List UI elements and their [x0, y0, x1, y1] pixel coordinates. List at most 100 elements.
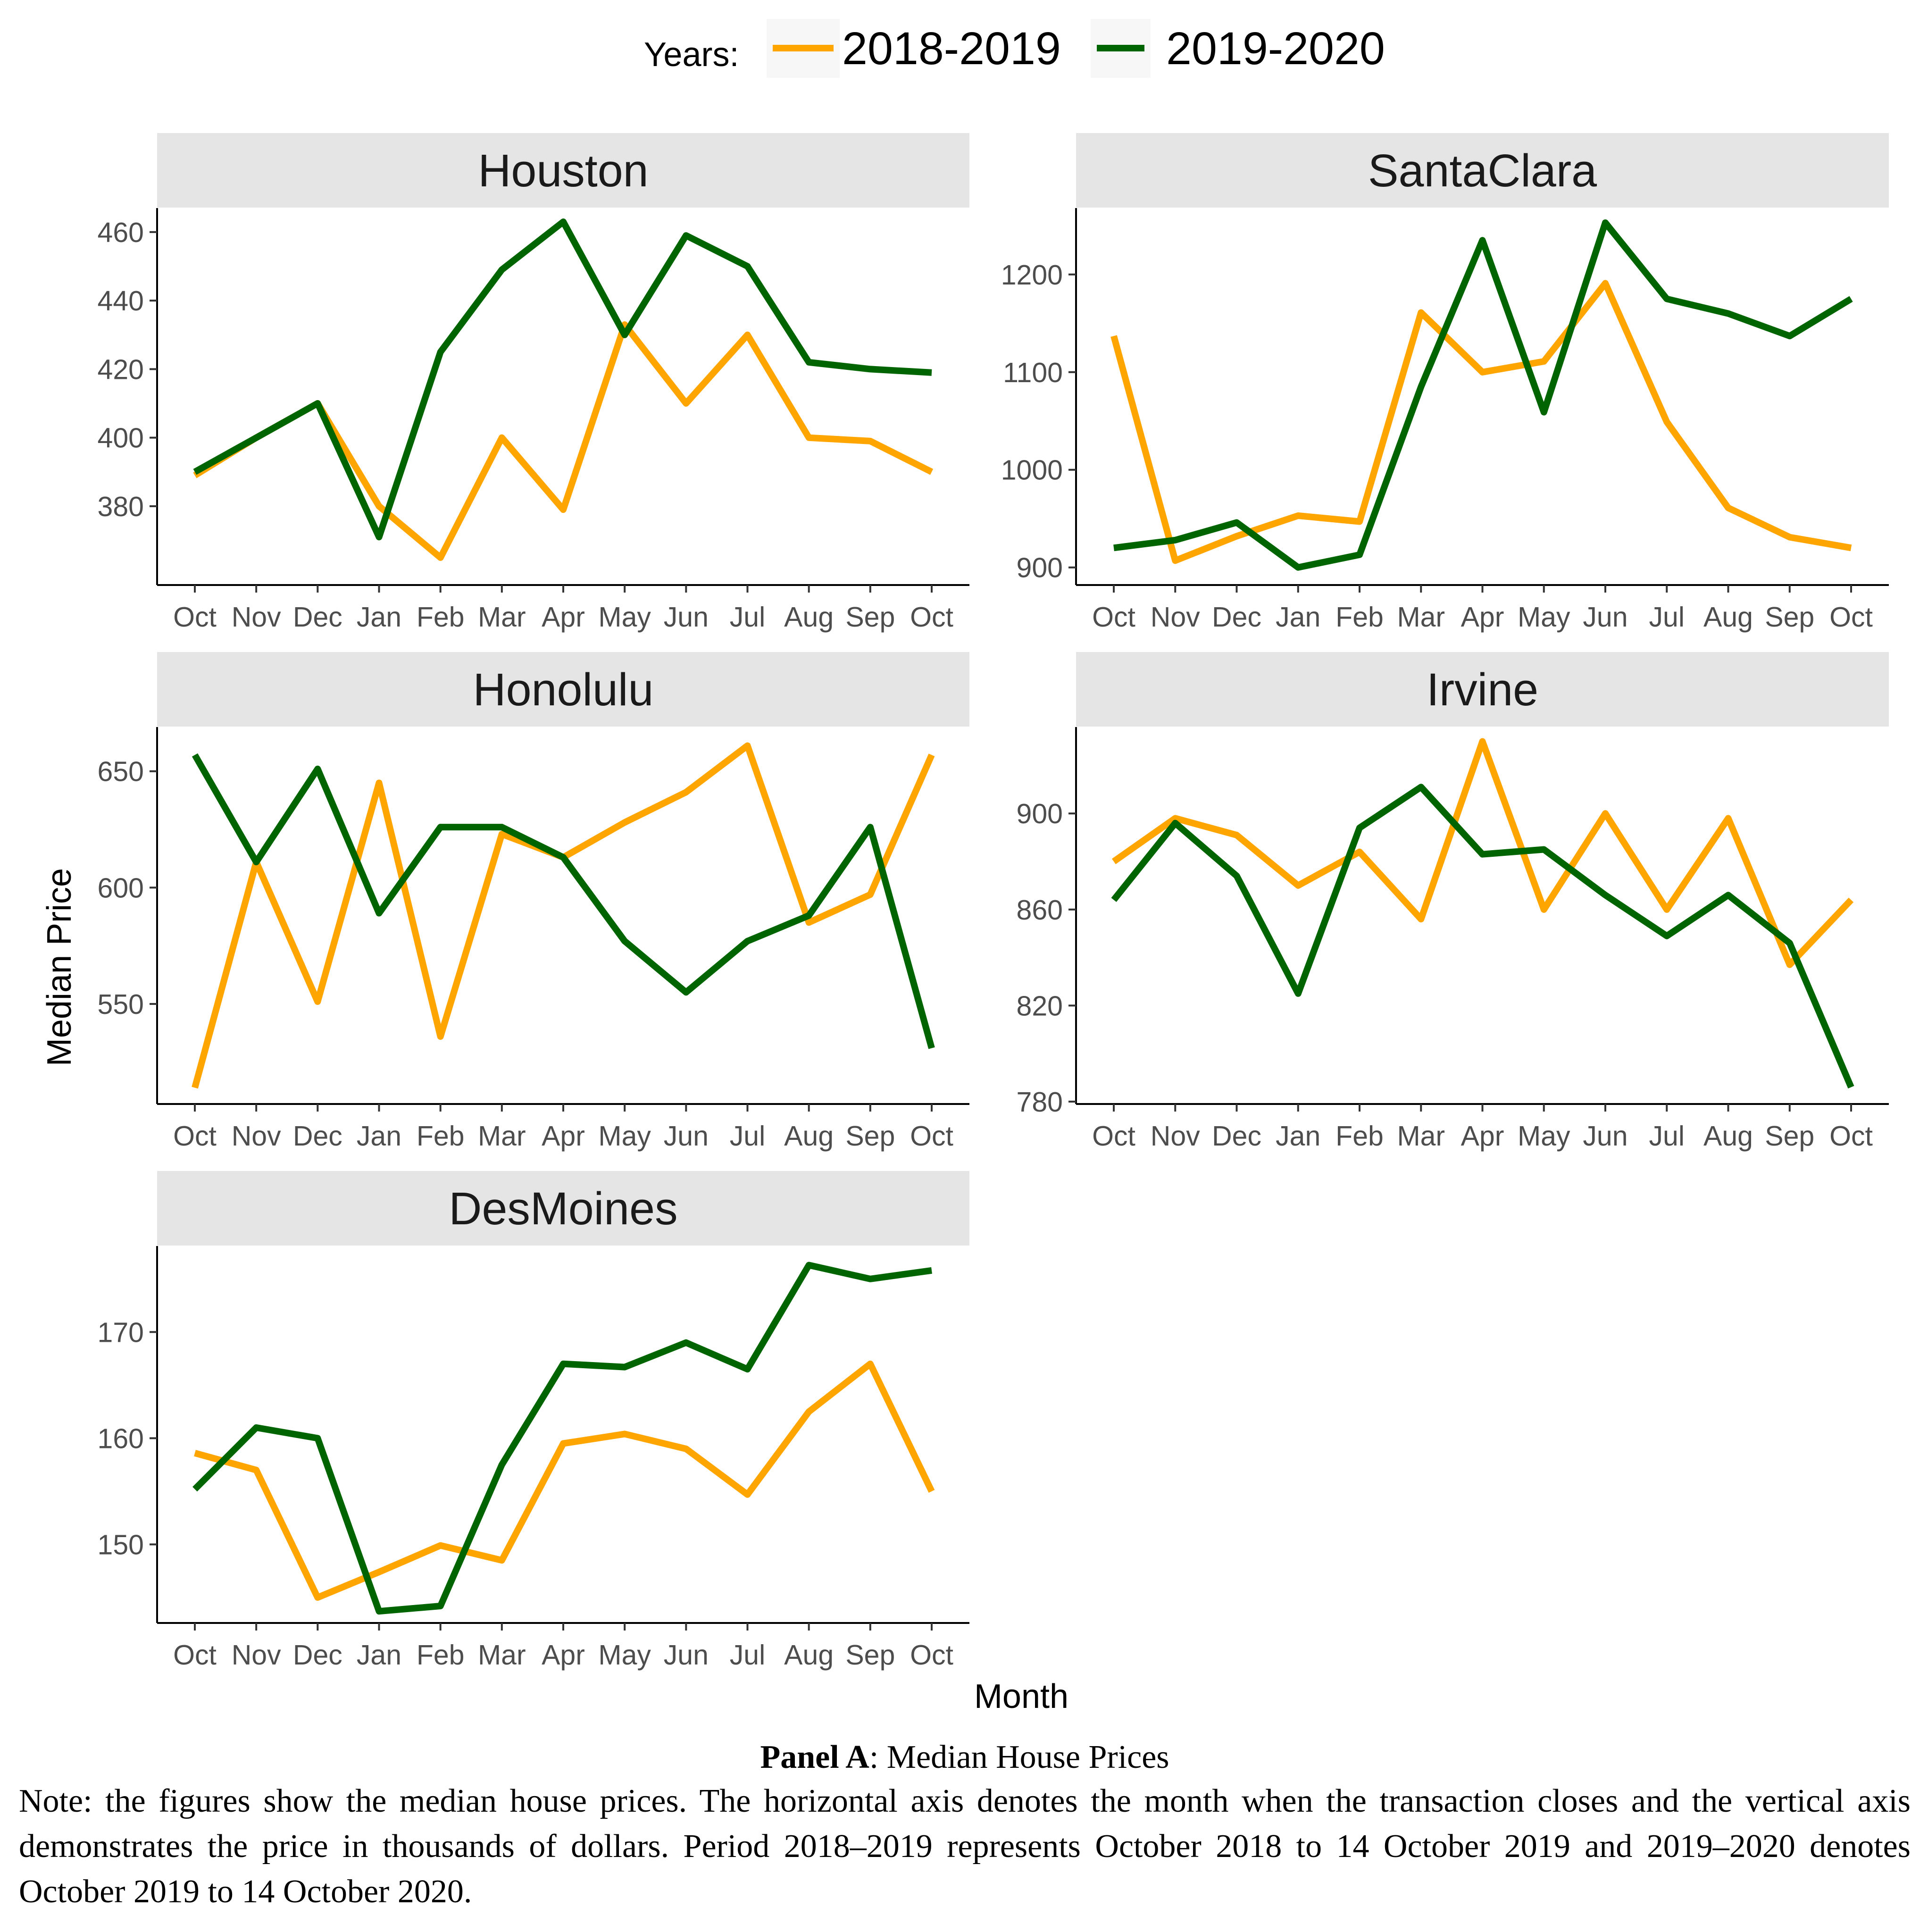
caption-title-text: : Median House Prices: [869, 1739, 1169, 1775]
x-tick-label-irvine: Jun: [1583, 1121, 1628, 1152]
series-line-honolulu-2019-2020: [192, 753, 935, 1049]
series-line-irvine-2019-2020: [1111, 784, 1854, 1089]
x-tick-label-irvine: Aug: [1703, 1121, 1753, 1152]
x-tick-label-houston: Dec: [293, 602, 342, 633]
x-tick-label-honolulu: Dec: [293, 1121, 342, 1152]
x-tick-label-honolulu: Apr: [542, 1121, 585, 1152]
y-tick-label-desmoines: 150: [98, 1529, 144, 1560]
series-line-desmoines-2019-2020: [192, 1262, 932, 1615]
x-tick-label-houston: Jan: [357, 602, 401, 633]
x-tick-label-houston: Mar: [478, 602, 526, 633]
x-tick-label-irvine: May: [1518, 1121, 1570, 1152]
series-line-houston-2019-2020: [193, 218, 932, 541]
y-tick-label-irvine: 900: [1017, 798, 1063, 829]
x-tick-label-santaclara: Feb: [1335, 602, 1384, 633]
x-tick-label-honolulu: Oct: [910, 1121, 953, 1152]
x-tick-label-irvine: Jul: [1649, 1121, 1685, 1152]
x-tick-label-honolulu: Feb: [417, 1121, 465, 1152]
legend: Years: 2018-2019 2019-2020: [644, 19, 1385, 78]
x-tick-label-houston: Jul: [730, 602, 765, 633]
x-tick-label-irvine: Jan: [1276, 1121, 1320, 1152]
caption-note: Note: the figures show the median house …: [19, 1783, 1911, 1910]
y-tick-label-irvine: 860: [1017, 895, 1063, 926]
strip-title-houston: Houston: [478, 145, 648, 196]
strip-santaclara: [1076, 133, 1889, 208]
x-tick-label-houston: Nov: [232, 602, 281, 633]
strip-title-desmoines: DesMoines: [449, 1183, 677, 1234]
x-tick-label-desmoines: Oct: [910, 1639, 953, 1671]
y-axis-title: Median Price: [41, 868, 78, 1066]
panel-santaclara: SantaClara 900 1000 1100 1200 Oct Nov Dec Jan Feb…: [1001, 133, 1889, 633]
legend-label-2019-2020: 2019-2020: [1166, 23, 1385, 74]
strip-title-irvine: Irvine: [1427, 664, 1538, 715]
x-tick-label-houston: Jun: [664, 602, 709, 633]
x-tick-label-irvine: Mar: [1397, 1121, 1445, 1152]
x-tick-label-santaclara: Mar: [1397, 602, 1445, 633]
y-tick-label-irvine: 820: [1017, 990, 1063, 1021]
x-tick-label-santaclara: Jul: [1649, 602, 1685, 633]
panel-honolulu: Honolulu 550 600 650 Oct Nov Dec Jan Feb Mar Apr Ma…: [98, 652, 969, 1152]
strip-title-honolulu: Honolulu: [473, 664, 654, 715]
y-tick-label-santaclara: 900: [1017, 552, 1063, 584]
x-tick-label-irvine: Dec: [1212, 1121, 1261, 1152]
legend-label-2018-2019: 2018-2019: [842, 23, 1061, 74]
x-tick-label-desmoines: Dec: [293, 1639, 342, 1671]
x-tick-label-irvine: Oct: [1829, 1121, 1873, 1152]
series-line-irvine-2018-2019: [1111, 738, 1854, 968]
y-tick-label-houston: 400: [98, 423, 144, 454]
x-tick-label-santaclara: May: [1518, 602, 1570, 633]
x-tick-label-houston: Aug: [784, 602, 834, 633]
x-tick-label-santaclara: Jun: [1583, 602, 1628, 633]
x-tick-label-santaclara: Oct: [1829, 602, 1873, 633]
y-tick-label-honolulu: 600: [98, 872, 144, 903]
x-tick-label-desmoines: Apr: [542, 1639, 585, 1671]
panels: Houston 380 400 420 440 460 Oct Nov Dec Jan Feb Mar…: [98, 133, 1889, 1671]
series-line-desmoines-2018-2019: [194, 1360, 935, 1601]
x-tick-label-honolulu: Aug: [784, 1121, 834, 1152]
series-line-honolulu-2018-2019: [192, 742, 935, 1089]
x-tick-label-desmoines: Jul: [730, 1639, 765, 1671]
x-tick-label-santaclara: Nov: [1151, 602, 1200, 633]
series-line-houston-2018-2019: [193, 321, 934, 561]
y-tick-label-houston: 380: [98, 491, 144, 522]
x-tick-label-santaclara: Sep: [1765, 602, 1814, 633]
panel-desmoines: DesMoines 150 160 170 Oct Nov Dec Jan Feb Mar Apr M…: [98, 1171, 969, 1671]
y-tick-label-desmoines: 170: [98, 1317, 144, 1348]
x-tick-label-houston: Oct: [173, 602, 217, 633]
x-tick-label-honolulu: Mar: [478, 1121, 526, 1152]
caption-title: Panel A: Median House Prices: [19, 1736, 1911, 1779]
x-tick-label-irvine: Feb: [1335, 1121, 1384, 1152]
y-tick-label-santaclara: 1000: [1001, 455, 1063, 486]
caption-panel-label: Panel A: [760, 1739, 869, 1775]
x-tick-label-santaclara: Jan: [1276, 602, 1320, 633]
x-tick-label-honolulu: Nov: [232, 1121, 281, 1152]
x-tick-label-santaclara: Oct: [1092, 602, 1135, 633]
y-tick-label-santaclara: 1100: [1003, 357, 1063, 388]
strip-honolulu: [157, 652, 969, 727]
y-tick-label-honolulu: 550: [98, 989, 144, 1020]
panel-irvine: Irvine 780 820 860 900 Oct Nov Dec Jan Feb Mar Apr M…: [1017, 652, 1889, 1152]
x-tick-label-houston: Apr: [542, 602, 585, 633]
x-tick-label-irvine: Sep: [1765, 1121, 1814, 1152]
y-tick-label-houston: 460: [98, 217, 144, 248]
strip-houston: [157, 133, 969, 208]
x-tick-label-desmoines: Nov: [232, 1639, 281, 1671]
legend-title: Years:: [644, 36, 739, 74]
x-tick-label-desmoines: Mar: [478, 1639, 526, 1671]
panel-houston: Houston 380 400 420 440 460 Oct Nov Dec Jan Feb Mar…: [98, 133, 969, 633]
x-tick-label-santaclara: Aug: [1703, 602, 1753, 633]
x-tick-label-houston: Oct: [910, 602, 953, 633]
x-tick-label-honolulu: Jun: [664, 1121, 709, 1152]
strip-irvine: [1076, 652, 1889, 727]
y-tick-label-houston: 440: [98, 285, 144, 317]
y-tick-label-irvine: 780: [1017, 1087, 1063, 1118]
x-tick-label-santaclara: Apr: [1461, 602, 1504, 633]
x-tick-label-irvine: Apr: [1461, 1121, 1504, 1152]
x-tick-label-desmoines: Aug: [784, 1639, 834, 1671]
caption: Panel A: Median House Prices Note: the f…: [19, 1736, 1911, 1915]
x-tick-label-honolulu: Jan: [357, 1121, 401, 1152]
y-tick-label-honolulu: 650: [98, 756, 144, 787]
x-tick-label-honolulu: May: [598, 1121, 651, 1152]
x-tick-label-houston: Feb: [417, 602, 465, 633]
x-tick-label-desmoines: Sep: [845, 1639, 895, 1671]
